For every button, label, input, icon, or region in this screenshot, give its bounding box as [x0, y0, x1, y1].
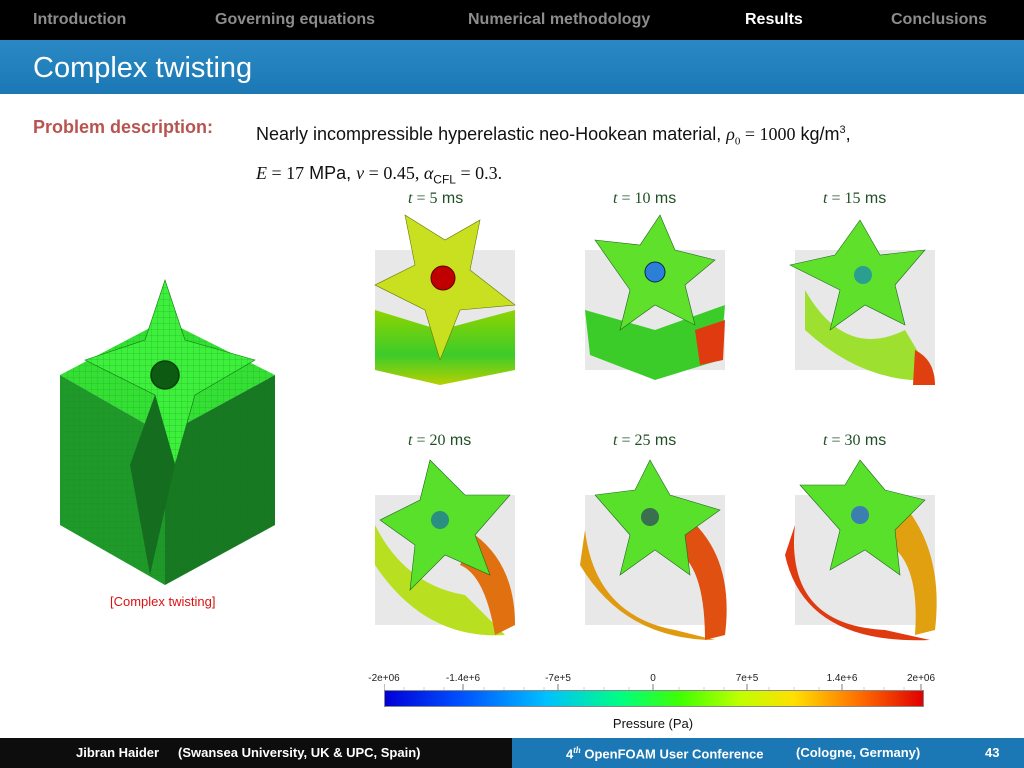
pressure-colorbar [384, 690, 924, 707]
footer-left: Jibran Haider (Swansea University, UK & … [0, 738, 512, 768]
colorbar-tick: 1.4e+6 [826, 673, 858, 684]
footer-location: (Cologne, Germany) [796, 745, 921, 760]
footer-right: 4th OpenFOAM User Conference (Cologne, G… [512, 738, 1024, 768]
nav-results[interactable]: Results [745, 11, 803, 28]
snapshot-image-5ms [374, 214, 516, 385]
problem-line-1: Nearly incompressible hyperelastic neo-H… [256, 124, 851, 148]
snapshot-image-10ms [585, 214, 725, 380]
nav-numerical-methodology[interactable]: Numerical methodology [468, 11, 651, 28]
colorbar-tick: -7e+5 [545, 673, 571, 684]
snapshot-image-20ms [375, 459, 515, 636]
footer-author: Jibran Haider [76, 745, 160, 760]
colorbar-tick: 7e+5 [735, 673, 759, 684]
colorbar-tick: -2e+06 [368, 673, 400, 684]
snapshot-label-30ms: t = 30 ms [823, 432, 887, 449]
nav-introduction[interactable]: Introduction [33, 11, 127, 28]
problem-line-2: E = 17 MPa, ν = 0.45, αCFL = 0.3. [256, 162, 503, 187]
page-number: 43 [985, 745, 1000, 760]
colorbar-tick: 2e+06 [906, 673, 936, 684]
colorbar-tick-marks [384, 684, 922, 690]
section-nav: Introduction Governing equations Numeric… [0, 0, 1024, 40]
snapshot-label-10ms: t = 10 ms [613, 190, 677, 207]
figure-caption-link[interactable]: [Complex twisting] [110, 594, 216, 609]
slide-title: Complex twisting [33, 52, 253, 84]
snapshot-image-30ms [785, 459, 937, 641]
slide-title-bar: Complex twisting [0, 40, 1024, 94]
nav-governing-equations[interactable]: Governing equations [215, 11, 376, 28]
snapshot-label-20ms: t = 20 ms [408, 432, 472, 449]
nav-conclusions[interactable]: Conclusions [891, 11, 988, 28]
snapshot-label-15ms: t = 15 ms [823, 190, 887, 207]
problem-description-label: Problem description: [33, 117, 214, 137]
problem-description-text: Nearly incompressible hyperelastic neo-H… [256, 115, 851, 195]
slide-footer: Jibran Haider (Swansea University, UK & … [0, 738, 1024, 768]
colorbar-label: Pressure (Pa) [612, 716, 694, 731]
snapshot-image-25ms [580, 459, 727, 640]
footer-conference: 4th OpenFOAM User Conference [566, 745, 764, 762]
footer-affiliation: (Swansea University, UK & UPC, Spain) [178, 745, 421, 760]
colorbar-tick: 0 [650, 673, 656, 684]
colorbar-tick: -1.4e+6 [445, 673, 481, 684]
initial-geometry-image [60, 279, 275, 585]
snapshot-label-25ms: t = 25 ms [613, 432, 677, 449]
snapshot-label-5ms: t = 5 ms [408, 190, 464, 207]
snapshot-image-15ms [789, 219, 935, 385]
